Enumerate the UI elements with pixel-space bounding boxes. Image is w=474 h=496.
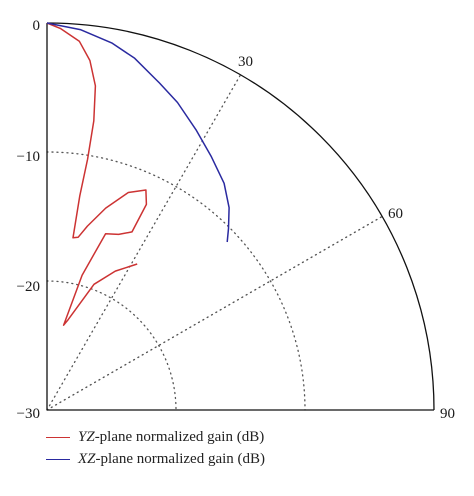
- grid-spoke-30: [46, 74, 242, 411]
- radial-tick-label-minus30: −30: [17, 406, 40, 420]
- legend-item-xz: XZ-plane normalized gain (dB): [46, 448, 265, 470]
- legend-label-xz: XZ-plane normalized gain (dB): [78, 450, 266, 467]
- angle-tick-label-60: 60: [388, 206, 403, 222]
- legend: YZ-plane normalized gain (dB) XZ-plane n…: [46, 426, 265, 470]
- series-line-yz: [46, 22, 148, 326]
- series-layer: [46, 22, 230, 326]
- polar-chart: 0 −10 −20 −30 30 60 90: [17, 18, 455, 420]
- grid-ring-minus10: [46, 151, 306, 411]
- grid-lines: [46, 74, 383, 411]
- legend-label-yz: YZ-plane normalized gain (dB): [78, 428, 265, 445]
- legend-item-yz: YZ-plane normalized gain (dB): [46, 426, 265, 448]
- outer-arc: [46, 22, 435, 411]
- angle-tick-label-90: 90: [440, 406, 455, 420]
- radial-tick-label-minus10: −10: [17, 149, 40, 165]
- grid-ring-minus20: [46, 280, 177, 411]
- chart-frame: [46, 22, 435, 411]
- grid-spoke-60: [46, 215, 383, 411]
- legend-swatch-yz: [46, 436, 70, 438]
- radial-tick-label-0: 0: [33, 18, 41, 34]
- legend-swatch-xz: [46, 458, 70, 460]
- series-line-xz: [46, 22, 230, 243]
- radial-tick-label-minus20: −20: [17, 279, 40, 295]
- angle-tick-label-30: 30: [238, 54, 253, 70]
